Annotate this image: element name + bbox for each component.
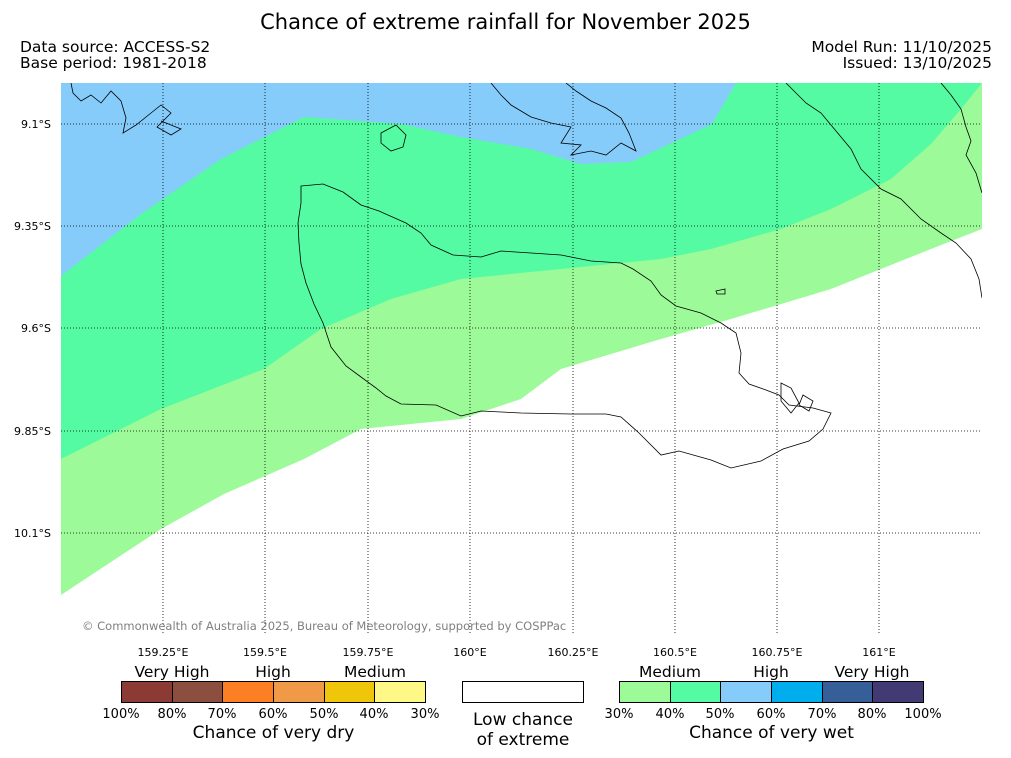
dry-colorbar — [121, 681, 426, 703]
dry-swatch-1 — [122, 682, 173, 702]
data-source: Data source: ACCESS-S2 — [20, 38, 211, 56]
dry-tick: 70% — [207, 707, 237, 722]
gridlines — [61, 83, 982, 635]
wet-tick: 50% — [705, 707, 735, 722]
north-coast — [490, 83, 637, 156]
lat-label-10-1: 10.1°S — [14, 527, 51, 540]
wet-colorbar — [619, 681, 924, 703]
lon-label-159-5: 159.5°E — [243, 646, 287, 659]
dry-swatch-4 — [274, 682, 325, 702]
lat-label-9-35: 9.35°S — [14, 220, 51, 233]
wet-tick: 100% — [904, 707, 942, 722]
wet-swatch-6 — [873, 682, 924, 702]
dry-swatch-2 — [172, 682, 224, 702]
meta-right: Model Run: 11/10/2025 Issued: 13/10/2025 — [811, 39, 992, 71]
dry-tick: 80% — [157, 707, 187, 722]
dry-tick: 40% — [359, 707, 389, 722]
chart-title: Chance of extreme rainfall for November … — [260, 10, 751, 34]
ne-coast-2 — [940, 83, 982, 194]
dry-band-high: High — [255, 663, 291, 681]
dry-tick: 30% — [410, 707, 440, 722]
meta-left: Data source: ACCESS-S2 Base period: 1981… — [20, 39, 210, 71]
wet-swatch-3 — [721, 682, 773, 702]
low-chance-line-2: of extreme — [476, 730, 570, 750]
lat-label-9-1: 9.1°S — [21, 118, 51, 131]
small-island — [380, 124, 407, 152]
lon-label-160-5: 160.5°E — [653, 646, 697, 659]
wet-swatch-5 — [822, 682, 874, 702]
issued-date: Issued: 13/10/2025 — [842, 54, 992, 72]
ne-coast — [785, 83, 982, 299]
lon-label-160-75: 160.75°E — [751, 646, 803, 659]
islet — [715, 288, 726, 295]
model-run: Model Run: 11/10/2025 — [811, 38, 992, 56]
lon-label-159-75: 159.75°E — [342, 646, 394, 659]
lon-label-159-25: 159.25°E — [137, 646, 189, 659]
zone-wet-40-50 — [61, 83, 982, 459]
wet-band-medium: Medium — [639, 663, 701, 681]
wet-swatch-2 — [670, 682, 722, 702]
lon-label-161: 161°E — [862, 646, 896, 659]
low-chance-swatch — [462, 681, 584, 703]
dry-tick: 60% — [258, 707, 288, 722]
wet-band-high: High — [753, 663, 789, 681]
dry-swatch-3 — [223, 682, 275, 702]
zone-wet-50-60 — [61, 83, 736, 276]
wet-tick: 60% — [756, 707, 786, 722]
dry-band-medium: Medium — [344, 663, 406, 681]
coastlines — [70, 83, 982, 469]
dry-swatch-6 — [375, 682, 426, 702]
dry-tick: 50% — [309, 707, 339, 722]
lat-label-9-85: 9.85°S — [14, 425, 51, 438]
dry-swatch-5 — [324, 682, 376, 702]
wet-caption: Chance of very wet — [689, 723, 854, 743]
wet-swatch-1 — [620, 682, 671, 702]
main-island-outline — [297, 183, 832, 469]
wet-band-very-high: Very High — [834, 663, 910, 681]
wet-swatch-4 — [772, 682, 823, 702]
wet-tick: 80% — [857, 707, 887, 722]
dry-caption: Chance of very dry — [192, 723, 355, 743]
lat-label-9-6: 9.6°S — [21, 322, 51, 335]
wet-tick: 70% — [807, 707, 837, 722]
rainfall-map — [61, 83, 982, 635]
dry-band-very-high: Very High — [134, 663, 210, 681]
wet-tick: 30% — [604, 707, 634, 722]
copyright-notice: © Commonwealth of Australia 2025, Bureau… — [82, 619, 567, 633]
lon-label-160-25: 160.25°E — [547, 646, 599, 659]
base-period: Base period: 1981-2018 — [20, 54, 207, 72]
dry-tick: 100% — [102, 707, 140, 722]
se-islets — [780, 382, 814, 414]
lon-label-160: 160°E — [453, 646, 487, 659]
low-chance-caption: Low chance of extreme — [443, 710, 603, 750]
low-chance-line-1: Low chance — [473, 710, 573, 730]
nw-coast — [70, 83, 182, 136]
wet-tick: 40% — [655, 707, 685, 722]
